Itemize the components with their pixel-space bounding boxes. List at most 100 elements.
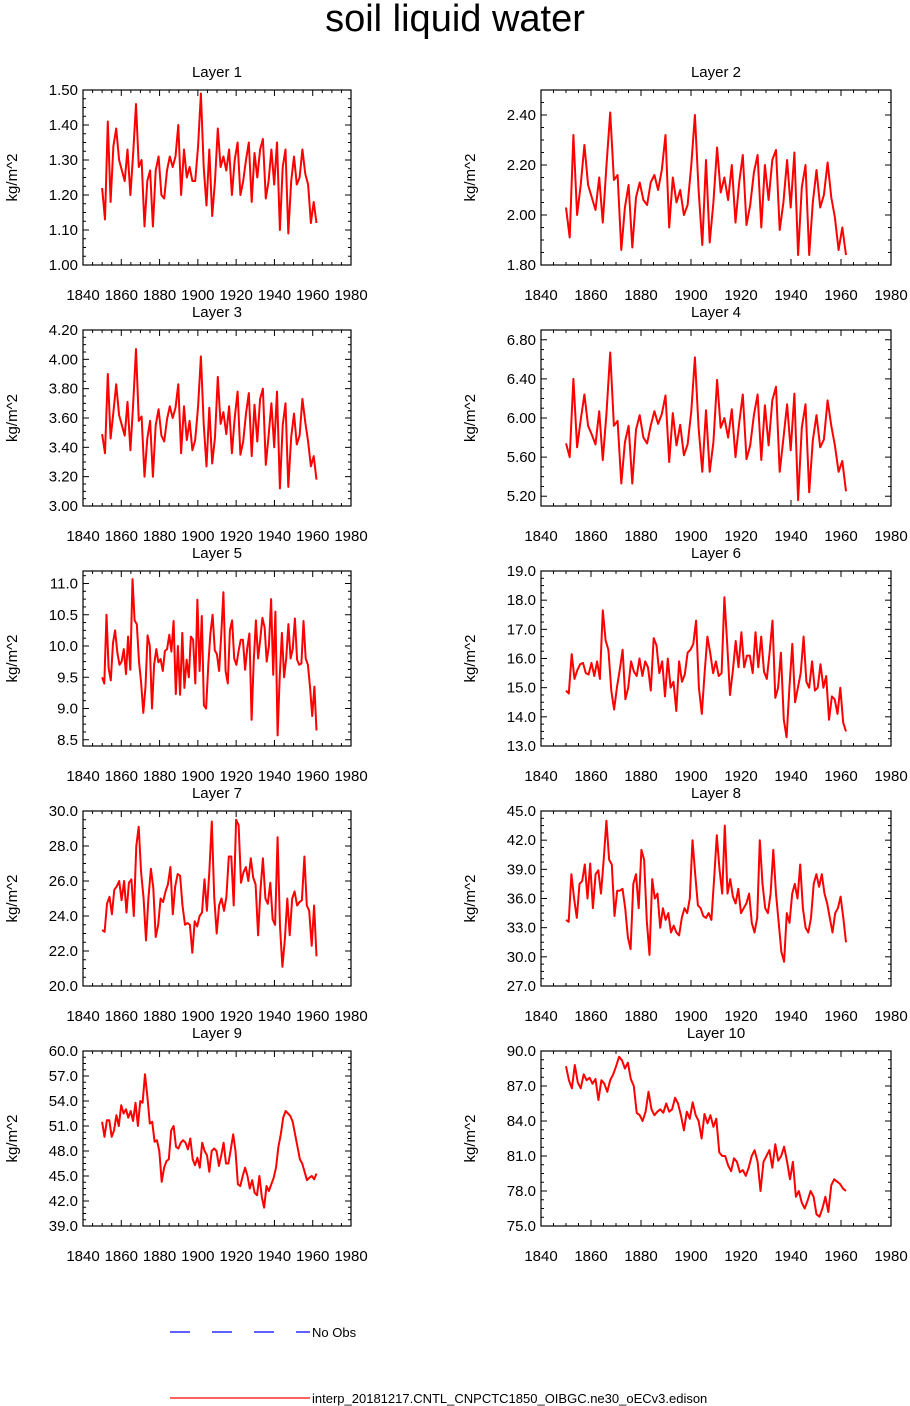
legend-model-label: interp_20181217.CNTL_CNPCTC1850_OIBGC.ne… [312, 1391, 707, 1406]
y-tick-label: 10.5 [49, 607, 78, 624]
series-line [101, 348, 318, 490]
y-axis-label: kg/m^2 [462, 154, 479, 202]
x-tick-label: 1900 [181, 287, 214, 304]
x-tick-label: 1840 [524, 528, 557, 545]
x-tick-label: 1860 [574, 768, 607, 785]
y-tick-label: 22.0 [49, 943, 78, 960]
x-tick-label: 1840 [66, 1008, 99, 1025]
y-tick-label: 78.0 [507, 1183, 536, 1200]
y-tick-label: 17.0 [507, 621, 536, 638]
x-tick-label: 1980 [874, 768, 907, 785]
x-tick-label: 1980 [334, 287, 367, 304]
x-tick-label: 1980 [874, 1008, 907, 1025]
series-line [101, 578, 318, 737]
y-tick-label: 3.40 [49, 439, 78, 456]
x-tick-label: 1940 [774, 528, 807, 545]
panel-layer-10: Layer 10 kg/m^2 1840 1860 1880 1900 1920 1940 19… [462, 1025, 908, 1265]
y-axis-label: kg/m^2 [4, 394, 21, 442]
panel-layer-2: Layer 2 kg/m^2 1840 1860 1880 1900 1920 1940 196… [462, 64, 908, 304]
y-tick-label: 1.00 [49, 257, 78, 274]
y-tick-label: 75.0 [507, 1218, 536, 1235]
y-axis-label: kg/m^2 [4, 875, 21, 923]
x-tick-label: 1840 [66, 528, 99, 545]
y-tick-label: 1.30 [49, 152, 78, 169]
x-tick-label: 1960 [296, 1248, 329, 1265]
y-tick-label: 4.20 [49, 322, 78, 339]
series-line [101, 818, 318, 968]
panel-title: Layer 6 [691, 545, 741, 562]
panel-layer-7: Layer 7 kg/m^2 1840 1860 1880 1900 1920 1940 196… [4, 785, 368, 1025]
x-tick-label: 1920 [724, 1248, 757, 1265]
y-tick-label: 3.20 [49, 469, 78, 486]
y-tick-label: 2.00 [507, 207, 536, 224]
x-tick-label: 1980 [874, 528, 907, 545]
x-tick-label: 1960 [824, 1248, 857, 1265]
panel-title: Layer 3 [192, 304, 242, 321]
panel-title: Layer 8 [691, 785, 741, 802]
y-tick-label: 1.80 [507, 257, 536, 274]
x-tick-label: 1980 [334, 1008, 367, 1025]
series-line [101, 1073, 318, 1209]
x-tick-label: 1900 [674, 528, 707, 545]
y-tick-label: 26.0 [49, 873, 78, 890]
x-tick-label: 1920 [219, 1248, 252, 1265]
y-tick-label: 42.0 [507, 832, 536, 849]
x-tick-label: 1840 [66, 1248, 99, 1265]
x-tick-label: 1840 [66, 768, 99, 785]
x-tick-label: 1960 [824, 768, 857, 785]
panel-layer-3: Layer 3 kg/m^2 1840 1860 1880 1900 1920 1940 196… [4, 304, 368, 545]
legend: No Obs interp_20181217.CNTL_CNPCTC1850_O… [170, 1325, 707, 1406]
y-tick-label: 33.0 [507, 920, 536, 937]
y-tick-label: 11.0 [50, 576, 78, 593]
x-tick-label: 1880 [624, 1248, 657, 1265]
x-tick-label: 1840 [524, 287, 557, 304]
x-tick-label: 1840 [524, 1248, 557, 1265]
series-line [101, 92, 318, 235]
x-tick-label: 1980 [334, 1248, 367, 1265]
y-tick-label: 2.40 [507, 107, 536, 124]
x-tick-label: 1900 [181, 528, 214, 545]
x-tick-label: 1920 [219, 1008, 252, 1025]
x-tick-label: 1980 [334, 528, 367, 545]
x-tick-label: 1880 [624, 1008, 657, 1025]
y-axis-label: kg/m^2 [4, 635, 21, 683]
x-tick-label: 1860 [574, 287, 607, 304]
series-line [565, 819, 847, 963]
y-tick-label: 60.0 [49, 1043, 78, 1060]
x-tick-label: 1920 [724, 528, 757, 545]
x-tick-label: 1900 [674, 768, 707, 785]
y-tick-label: 15.0 [507, 680, 536, 697]
y-tick-label: 6.00 [507, 410, 536, 427]
panel-title: Layer 5 [192, 545, 242, 562]
x-tick-label: 1940 [774, 768, 807, 785]
y-tick-label: 1.10 [49, 222, 78, 239]
y-tick-label: 36.0 [507, 891, 536, 908]
panel-title: Layer 4 [691, 304, 741, 321]
y-tick-label: 19.0 [507, 563, 536, 580]
x-tick-label: 1940 [774, 1248, 807, 1265]
y-tick-label: 16.0 [507, 651, 536, 668]
x-tick-label: 1900 [181, 1248, 214, 1265]
plot-frame [540, 570, 892, 747]
y-tick-label: 39.0 [49, 1218, 78, 1235]
y-tick-label: 5.20 [507, 488, 536, 505]
x-tick-label: 1880 [143, 1248, 176, 1265]
x-tick-label: 1920 [219, 287, 252, 304]
x-tick-label: 1860 [105, 1008, 138, 1025]
plot-frame [540, 1050, 892, 1227]
y-tick-label: 28.0 [49, 838, 78, 855]
x-tick-label: 1860 [105, 768, 138, 785]
y-tick-label: 1.50 [49, 82, 78, 99]
x-tick-label: 1840 [66, 287, 99, 304]
y-tick-label: 57.0 [49, 1068, 78, 1085]
x-tick-label: 1980 [874, 287, 907, 304]
x-tick-label: 1880 [624, 287, 657, 304]
x-tick-label: 1920 [724, 287, 757, 304]
x-tick-label: 1980 [874, 1248, 907, 1265]
y-tick-label: 14.0 [507, 709, 536, 726]
y-tick-label: 1.40 [49, 117, 78, 134]
x-tick-label: 1980 [334, 768, 367, 785]
y-tick-label: 54.0 [49, 1093, 78, 1110]
y-tick-label: 45.0 [507, 803, 536, 820]
x-tick-label: 1960 [296, 287, 329, 304]
